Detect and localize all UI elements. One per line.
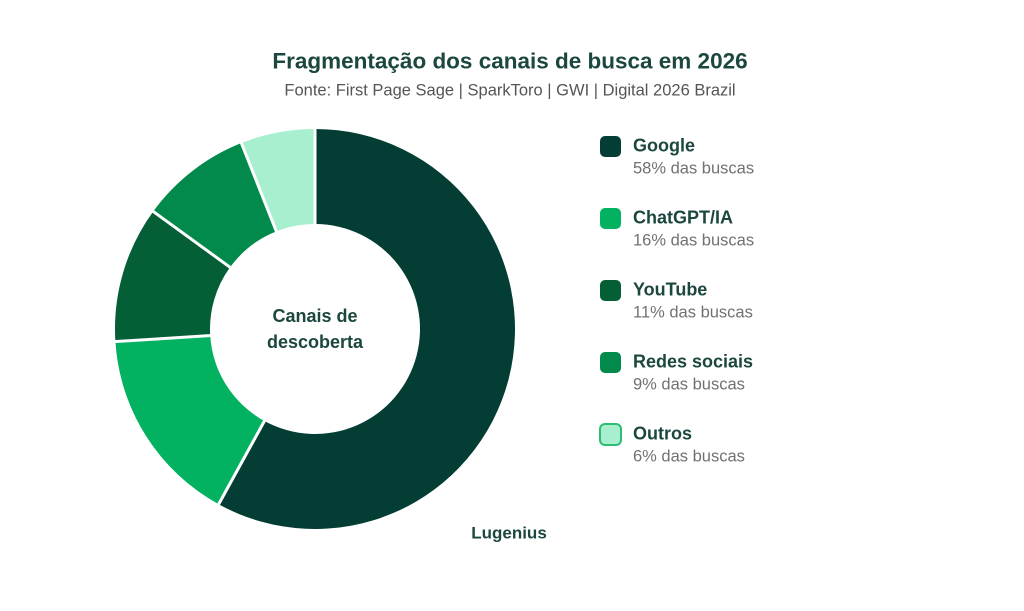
svg-text:Lugenius: Lugenius — [471, 524, 547, 543]
svg-text:ChatGPT/IA: ChatGPT/IA — [633, 208, 733, 228]
svg-text:Redes sociais: Redes sociais — [633, 352, 753, 372]
svg-text:11% das buscas: 11% das buscas — [633, 304, 753, 322]
svg-text:58% das buscas: 58% das buscas — [633, 160, 754, 178]
svg-text:Fragmentação dos canais de bus: Fragmentação dos canais de busca em 2026 — [272, 49, 747, 74]
svg-text:Google: Google — [633, 136, 695, 156]
svg-text:Fonte: First Page Sage | Spark: Fonte: First Page Sage | SparkToro | GWI… — [284, 82, 735, 100]
svg-text:YouTube: YouTube — [633, 280, 707, 300]
svg-text:descoberta: descoberta — [267, 332, 364, 352]
svg-text:16% das buscas: 16% das buscas — [633, 232, 754, 250]
svg-text:Canais de: Canais de — [272, 306, 357, 326]
svg-text:6% das buscas: 6% das buscas — [633, 448, 745, 466]
svg-text:9% das buscas: 9% das buscas — [633, 376, 745, 394]
svg-text:Outros: Outros — [633, 424, 692, 444]
